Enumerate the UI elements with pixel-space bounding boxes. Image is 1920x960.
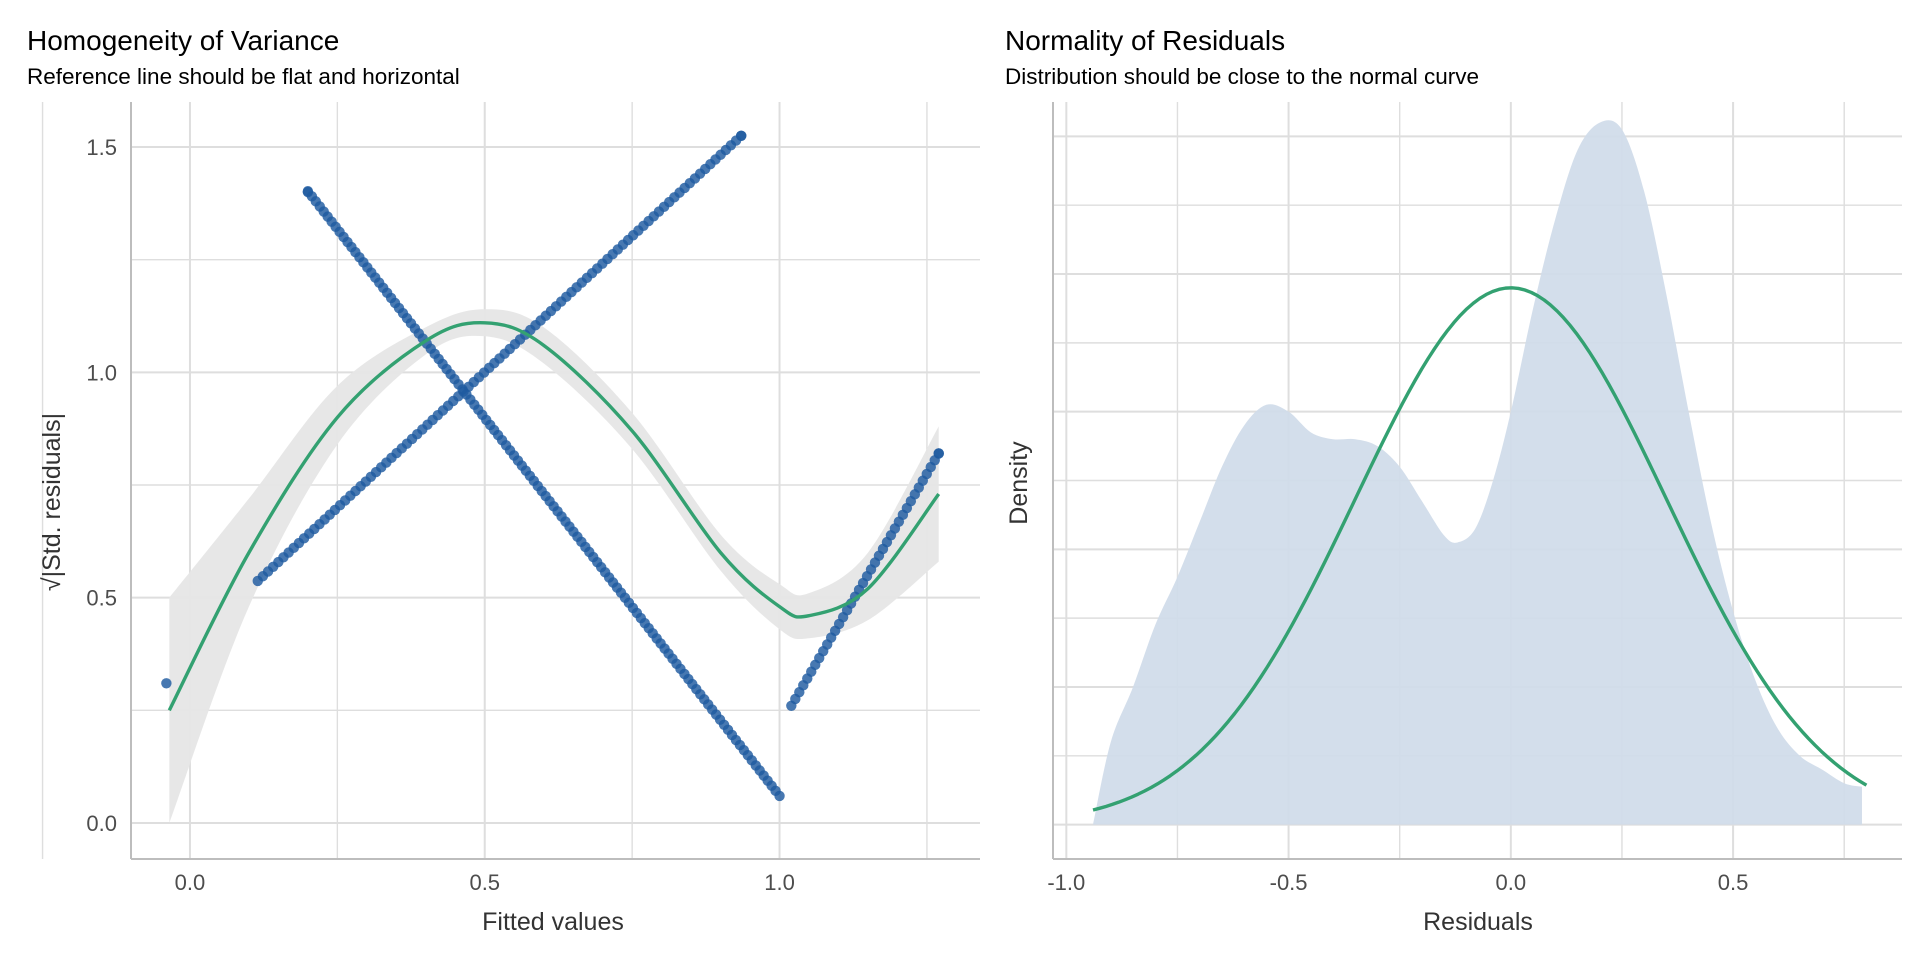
data-point bbox=[774, 790, 785, 802]
left-points bbox=[161, 130, 944, 802]
right-x-tick-label: -1.0 bbox=[1047, 870, 1085, 895]
left-ribbon-area bbox=[169, 309, 939, 823]
left-loess-curve bbox=[167, 321, 941, 712]
residual-density-area bbox=[1093, 120, 1862, 825]
data-point bbox=[302, 186, 314, 198]
data-point bbox=[736, 130, 747, 141]
left-axes bbox=[130, 102, 980, 860]
right-chart-subtitle: Distribution should be close to the norm… bbox=[1005, 64, 1479, 89]
normal-reference-curve bbox=[1092, 286, 1868, 812]
left-x-tick-label: 0.5 bbox=[469, 870, 500, 895]
right-y-axis-title: Density bbox=[1005, 441, 1033, 525]
left-smooth-line bbox=[167, 321, 941, 712]
left-chart-title: Homogeneity of Variance bbox=[27, 25, 339, 56]
right-chart-title: Normality of Residuals bbox=[1005, 25, 1285, 56]
left-x-tick-label: 1.0 bbox=[764, 870, 795, 895]
data-point bbox=[933, 448, 944, 459]
right-axes bbox=[1052, 102, 1902, 860]
left-confidence-ribbon bbox=[169, 309, 939, 823]
right-density-area bbox=[1093, 120, 1862, 825]
left-x-axis-title: Fitted values bbox=[482, 908, 624, 936]
left-y-tick-label: 1.0 bbox=[86, 360, 117, 385]
right-normal-curve bbox=[1092, 286, 1868, 812]
right-x-tick-label: 0.5 bbox=[1718, 870, 1749, 895]
left-x-tick-label: 0.0 bbox=[175, 870, 206, 895]
left-y-tick-label: 0.0 bbox=[86, 811, 117, 836]
left-y-axis-title: √|Std. residuals| bbox=[38, 413, 66, 591]
left-y-tick-label: 0.5 bbox=[86, 586, 117, 611]
right-tick-labels: -1.0 -0.5 0.0 0.5 bbox=[1047, 870, 1748, 895]
right-panel: Normality of Residuals Distribution shou… bbox=[1005, 25, 1902, 936]
left-panel: Homogeneity of Variance Reference line s… bbox=[27, 25, 980, 936]
right-x-axis-title: Residuals bbox=[1423, 908, 1533, 936]
right-x-tick-label: -0.5 bbox=[1270, 870, 1308, 895]
right-x-tick-label: 0.0 bbox=[1496, 870, 1527, 895]
left-tick-labels: 0.0 0.5 1.0 0.0 0.5 1.0 1.5 bbox=[86, 135, 794, 895]
left-chart-subtitle: Reference line should be flat and horizo… bbox=[27, 64, 460, 89]
data-point bbox=[161, 678, 172, 689]
left-y-tick-label: 1.5 bbox=[86, 135, 117, 160]
